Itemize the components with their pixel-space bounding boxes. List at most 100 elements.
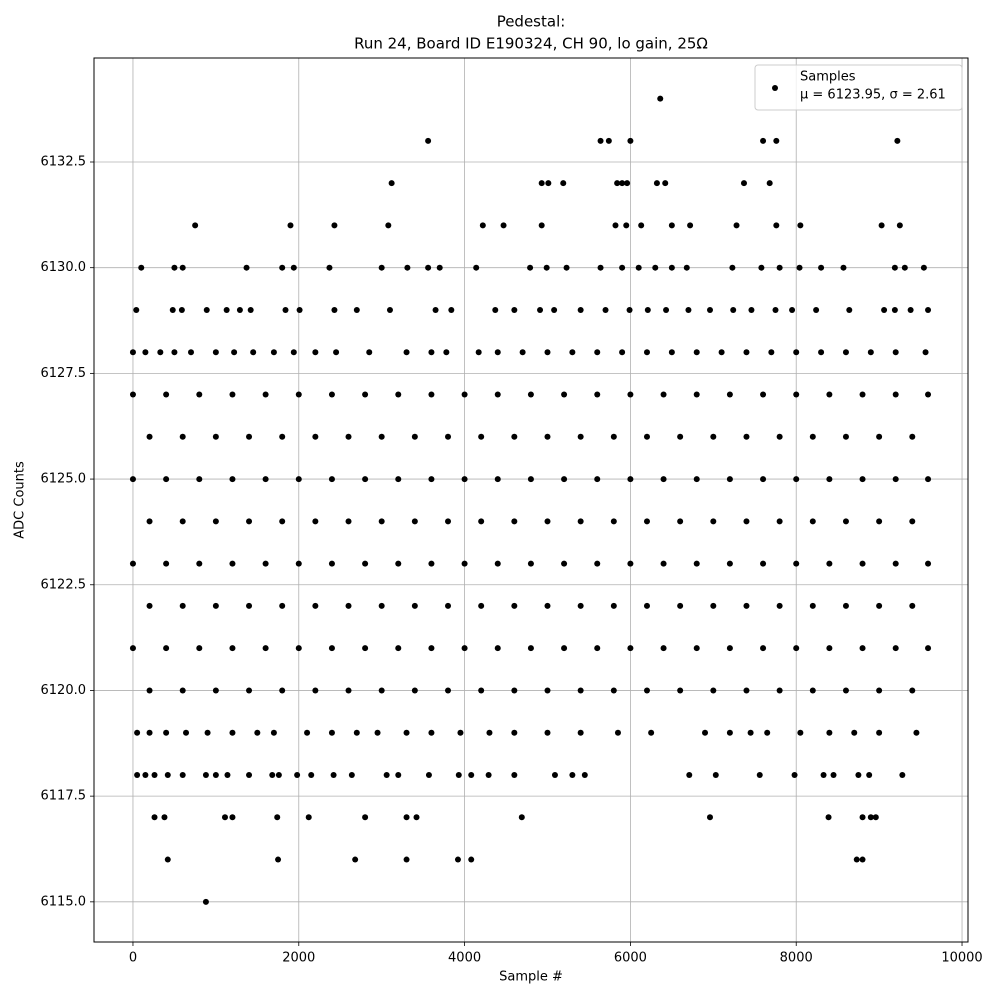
point — [925, 476, 932, 483]
point — [726, 560, 733, 567]
point — [660, 391, 667, 398]
point — [403, 349, 410, 356]
point — [494, 476, 501, 483]
point — [925, 645, 932, 652]
point — [577, 687, 584, 694]
point — [925, 560, 932, 567]
point — [809, 433, 816, 440]
point — [388, 180, 395, 187]
point — [179, 518, 186, 525]
point — [345, 602, 352, 609]
point — [163, 645, 170, 652]
point — [428, 476, 435, 483]
point — [796, 264, 803, 271]
point — [312, 687, 319, 694]
point — [146, 729, 153, 736]
point — [403, 814, 410, 821]
point — [527, 391, 534, 398]
point — [445, 602, 452, 609]
point — [859, 814, 866, 821]
point — [527, 264, 534, 271]
point — [279, 602, 286, 609]
point — [766, 180, 773, 187]
legend-marker — [772, 85, 778, 91]
point — [157, 349, 164, 356]
point — [511, 602, 518, 609]
point — [859, 560, 866, 567]
point — [246, 518, 253, 525]
point — [500, 222, 507, 229]
point — [685, 306, 692, 313]
point — [527, 476, 534, 483]
point — [872, 814, 879, 821]
x-tick-label: 0 — [129, 951, 137, 966]
point — [876, 518, 883, 525]
point — [362, 391, 369, 398]
point — [129, 476, 136, 483]
point — [212, 349, 219, 356]
point — [710, 687, 717, 694]
point — [345, 433, 352, 440]
point — [702, 729, 709, 736]
point — [479, 222, 486, 229]
point — [246, 433, 253, 440]
point — [231, 349, 238, 356]
point — [842, 602, 849, 609]
point — [246, 602, 253, 609]
point — [648, 729, 655, 736]
point — [425, 772, 432, 779]
point — [544, 729, 551, 736]
point — [163, 560, 170, 567]
point — [551, 772, 558, 779]
point — [428, 560, 435, 567]
point — [202, 898, 209, 905]
point — [891, 264, 898, 271]
point — [747, 729, 754, 736]
point — [859, 856, 866, 863]
point — [312, 518, 319, 525]
point — [660, 476, 667, 483]
point — [853, 856, 860, 863]
point — [842, 687, 849, 694]
point — [428, 729, 435, 736]
point — [378, 264, 385, 271]
point — [362, 645, 369, 652]
point — [793, 645, 800, 652]
y-tick-label: 6127.5 — [41, 366, 87, 381]
point — [395, 391, 402, 398]
point — [693, 476, 700, 483]
point — [561, 391, 568, 398]
point — [229, 560, 236, 567]
point — [797, 222, 804, 229]
point — [212, 772, 219, 779]
point — [366, 349, 373, 356]
chart-subtitle: Run 24, Board ID E190324, CH 90, lo gain… — [354, 35, 708, 53]
point — [677, 602, 684, 609]
point — [164, 772, 171, 779]
point — [826, 476, 833, 483]
point — [892, 645, 899, 652]
point — [492, 306, 499, 313]
point — [511, 518, 518, 525]
point — [909, 687, 916, 694]
point — [830, 772, 837, 779]
point — [262, 560, 269, 567]
point — [129, 391, 136, 398]
point — [395, 560, 402, 567]
point — [395, 476, 402, 483]
point — [352, 856, 359, 863]
point — [623, 222, 630, 229]
point — [876, 729, 883, 736]
legend-box — [754, 64, 963, 111]
point — [597, 137, 604, 144]
point — [411, 602, 418, 609]
point — [643, 602, 650, 609]
point — [527, 560, 534, 567]
y-tick-label: 6125.0 — [41, 472, 87, 487]
point — [146, 433, 153, 440]
point — [378, 518, 385, 525]
point — [687, 222, 694, 229]
point — [710, 518, 717, 525]
point — [644, 306, 651, 313]
